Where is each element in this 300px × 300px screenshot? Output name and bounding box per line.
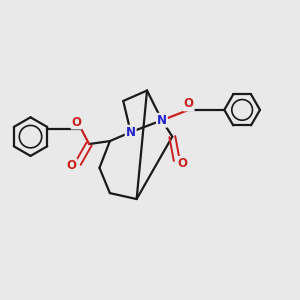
Text: O: O <box>67 159 76 172</box>
Text: O: O <box>184 98 194 110</box>
Text: N: N <box>157 114 167 127</box>
Text: N: N <box>126 126 136 139</box>
Text: O: O <box>177 157 187 170</box>
Text: O: O <box>72 116 82 129</box>
